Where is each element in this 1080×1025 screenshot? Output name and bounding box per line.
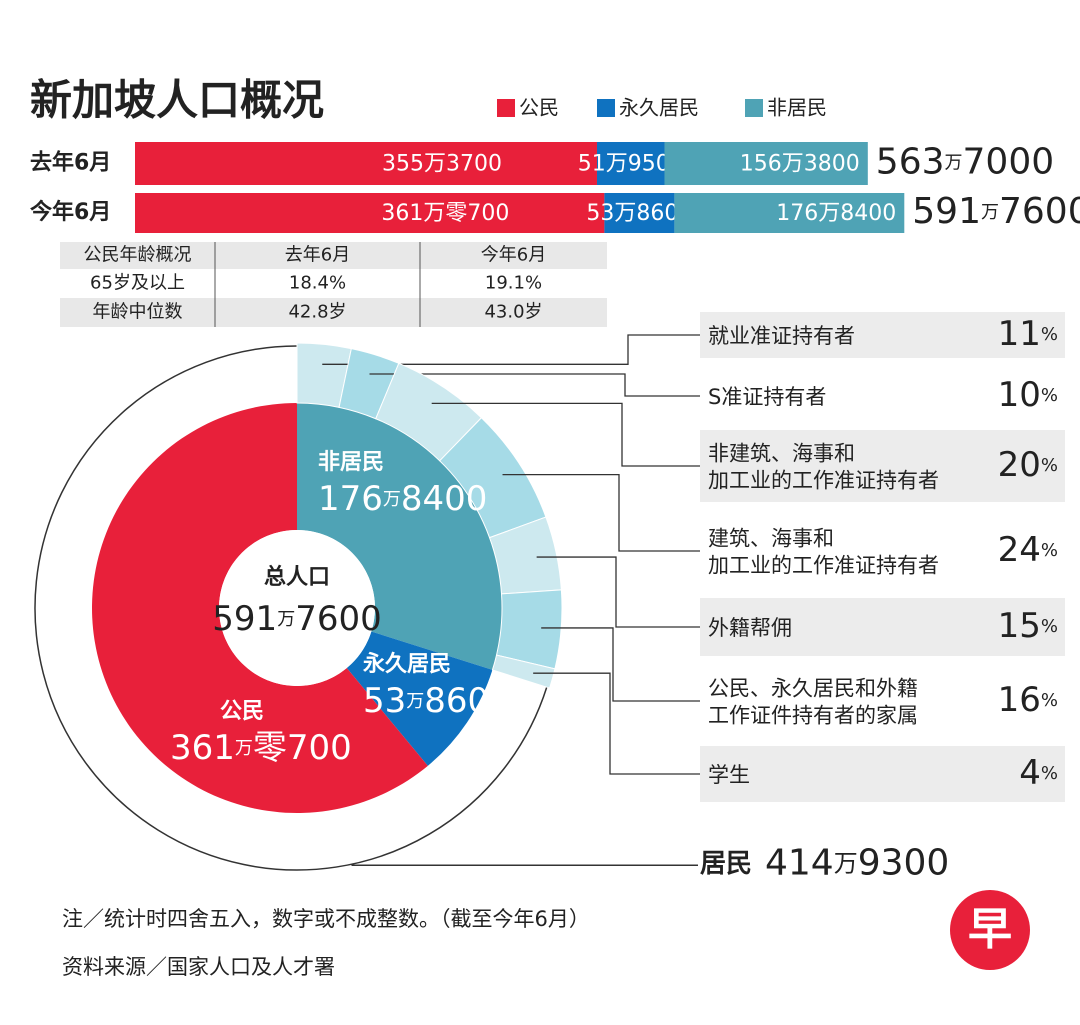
- center-value: 591万7600: [212, 599, 381, 639]
- breakdown-value: 15%: [998, 606, 1058, 646]
- breakdown-value: 11%: [998, 314, 1058, 354]
- table-header: 去年6月: [285, 245, 350, 266]
- bar-segment: [135, 193, 605, 233]
- breakdown-value: 20%: [998, 445, 1058, 485]
- bar-value-label: 355万3700: [382, 152, 502, 177]
- sector-name: 公民: [220, 699, 264, 724]
- sector-name: 永久居民: [363, 651, 451, 677]
- bar-value-label: 176万8400: [776, 201, 896, 226]
- leader-line: [536, 556, 700, 628]
- bar-segment: [604, 193, 675, 233]
- breakdown-box: [700, 312, 1065, 358]
- category-label: 今年6月: [30, 199, 111, 225]
- breakdown-box: [700, 746, 1065, 802]
- table-row-bg: [60, 242, 607, 269]
- legend-label: 永久居民: [619, 96, 699, 120]
- bar-value-label: 361万零700: [381, 201, 509, 226]
- bar-segment: [664, 142, 868, 185]
- breakdown-box: [700, 430, 1065, 502]
- breakdown-sector: [491, 654, 556, 689]
- sector-name: 非居民: [318, 450, 384, 475]
- residents-arc: [34, 345, 548, 871]
- bar-total-label: 591万7600: [912, 191, 1080, 232]
- donut-sector: [346, 631, 493, 766]
- leader-line: [322, 334, 700, 365]
- bar-segment: [596, 142, 665, 185]
- leader-line: [369, 373, 700, 397]
- breakdown-value: 10%: [998, 375, 1058, 415]
- table-cell: 年龄中位数: [93, 302, 183, 323]
- sector-value: 176万8400: [318, 479, 487, 519]
- legend-swatch: [745, 99, 763, 117]
- breakdown-label: 非建筑、海事和加工业的工作准证持有者: [708, 441, 939, 492]
- note: 注／统计时四舍五入，数字或不成整数。（截至今年6月）: [62, 907, 590, 931]
- residents-label: 居民: [700, 849, 752, 879]
- table-row-bg: [60, 298, 607, 327]
- breakdown-label: 建筑、海事和加工业的工作准证持有者: [708, 526, 939, 577]
- table-cell: 18.4%: [289, 273, 346, 294]
- leader-line: [431, 402, 700, 467]
- leader-line: [502, 473, 700, 552]
- legend-label: 公民: [519, 96, 559, 120]
- breakdown-label: 外籍帮佣: [708, 616, 792, 640]
- breakdown-value: 16%: [998, 680, 1058, 720]
- breakdown-label: S准证持有者: [708, 385, 826, 409]
- logo: 早: [968, 904, 1012, 955]
- center-label: 总人口: [264, 564, 330, 590]
- table-header: 今年6月: [481, 245, 546, 266]
- legend-swatch: [597, 99, 615, 117]
- breakdown-label: 学生: [708, 763, 750, 787]
- source: 资料来源／国家人口及人才署: [62, 955, 335, 979]
- donut-hole: [219, 530, 375, 686]
- title: 新加坡人口概况: [30, 76, 324, 125]
- category-label: 去年6月: [30, 150, 111, 176]
- leader-line: [533, 672, 700, 775]
- table-header: 公民年龄概况: [84, 245, 192, 266]
- bar-segment: [674, 193, 905, 233]
- legend-label: 非居民: [767, 96, 827, 120]
- legend-swatch: [497, 99, 515, 117]
- sector-value: 53万8600: [363, 681, 511, 721]
- breakdown-label: 就业准证持有者: [708, 324, 855, 348]
- table-cell: 43.0岁: [484, 302, 542, 323]
- donut-sector: [92, 403, 428, 813]
- bar-value-label: 156万3800: [740, 152, 860, 177]
- leader-line: [541, 627, 700, 702]
- breakdown-value: 4%: [1019, 753, 1058, 793]
- breakdown-box: [700, 598, 1065, 656]
- table-cell: 19.1%: [485, 273, 542, 294]
- table-cell: 65岁及以上: [90, 273, 185, 294]
- bar-segment: [135, 142, 597, 185]
- residents-value: 414万9300: [765, 842, 949, 883]
- donut-sector: [297, 403, 502, 670]
- logo-badge: [950, 890, 1030, 970]
- breakdown-label: 公民、永久居民和外籍工作证件持有者的家属: [708, 676, 918, 727]
- sector-value: 361万零700: [170, 728, 352, 768]
- table-cell: 42.8岁: [288, 302, 346, 323]
- bar-total-label: 563万7000: [876, 142, 1054, 183]
- breakdown-value: 24%: [998, 530, 1058, 570]
